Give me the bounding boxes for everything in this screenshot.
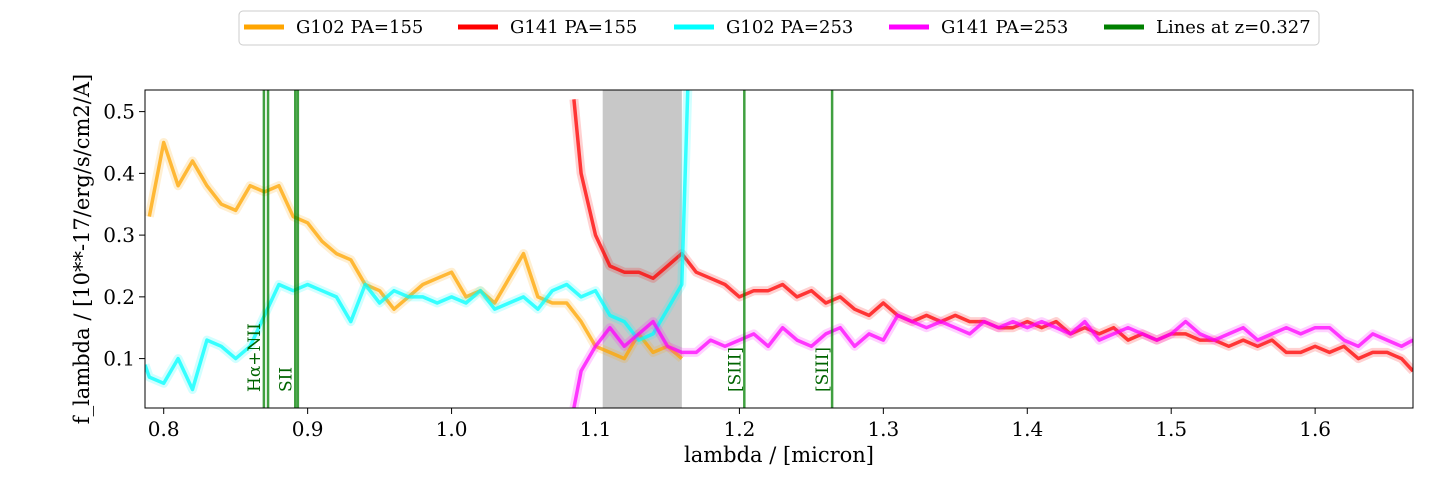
x-tick-label: 1.4 <box>1011 417 1043 441</box>
series-line-0 <box>147 140 683 361</box>
legend-label: G102 PA=155 <box>296 17 423 38</box>
emission-line-label: [SIII] <box>725 347 745 392</box>
plot-frame <box>144 89 1414 409</box>
legend-label: G102 PA=253 <box>726 17 853 38</box>
x-tick-label: 1.2 <box>724 417 756 441</box>
plot-area <box>145 90 1413 408</box>
legend-frame <box>238 10 1320 46</box>
legend-label: G141 PA=253 <box>941 17 1068 38</box>
y-tick-label: 0.5 <box>103 100 135 124</box>
series-line-3 <box>572 313 1413 408</box>
legend: G102 PA=155 G141 PA=155 G102 PA=253 G141 PA… <box>238 10 1320 46</box>
emission-line-label: [SIII] <box>813 347 833 392</box>
x-tick-label: 1.0 <box>436 417 468 441</box>
y-tick-label: 0.1 <box>103 347 135 371</box>
y-tick-label: 0.3 <box>103 223 135 247</box>
x-tick-label: 0.9 <box>292 417 324 441</box>
emission-line-label: Hα+NII <box>245 323 265 392</box>
x-tick-label: 0.8 <box>148 417 180 441</box>
x-axis-label: lambda / [micron] <box>684 443 874 467</box>
x-tick-label: 1.6 <box>1299 417 1331 441</box>
legend-label: Lines at z=0.327 <box>1156 17 1311 38</box>
legend-label: G141 PA=155 <box>510 17 637 38</box>
series-line-2 <box>145 90 690 392</box>
x-tick-label: 1.3 <box>867 417 899 441</box>
y-tick-label: 0.4 <box>103 161 135 185</box>
y-axis-label: f_lambda / [10**-17/erg/s/cm2/A] <box>70 74 94 424</box>
emission-line-label: SII <box>276 367 296 392</box>
masked-region <box>602 90 682 408</box>
x-tick-label: 1.5 <box>1155 417 1187 441</box>
x-tick-label: 1.1 <box>580 417 612 441</box>
y-tick-label: 0.2 <box>103 285 135 309</box>
